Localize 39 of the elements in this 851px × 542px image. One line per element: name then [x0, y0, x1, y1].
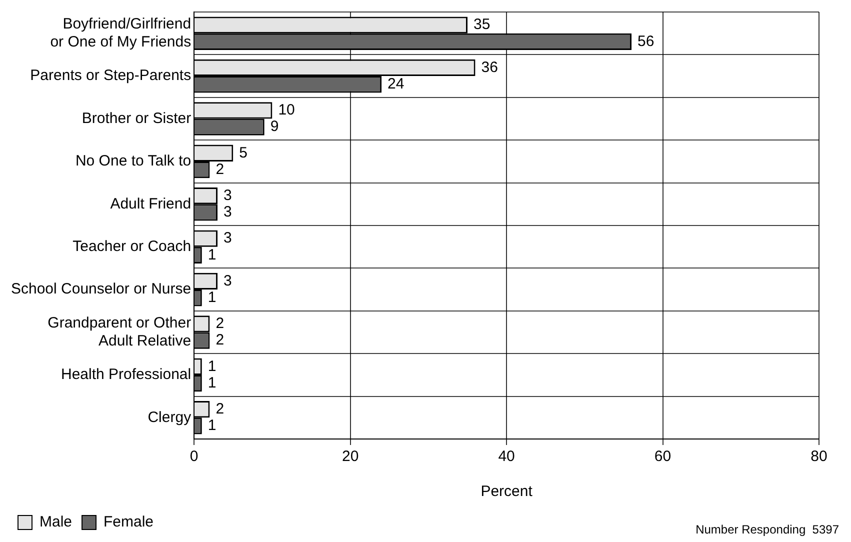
data-label: 2 [216, 315, 224, 332]
y-tick-label: Grandparent or Other Adult Relative [48, 314, 192, 350]
data-label: 2 [216, 332, 224, 349]
data-label: 1 [208, 289, 216, 306]
y-tick-label: School Counselor or Nurse [10, 280, 192, 298]
data-label: 2 [216, 400, 224, 418]
x-tick-label: 60 [654, 448, 672, 466]
data-label: 9 [270, 118, 279, 136]
x-tick-label: 80 [810, 448, 828, 466]
data-label: 3 [224, 230, 232, 247]
data-label: 1 [208, 417, 216, 434]
y-tick-label: Adult Friend [110, 195, 192, 212]
legend-label: Male [40, 514, 72, 531]
data-label: 1 [208, 358, 216, 375]
data-label: 35 [473, 16, 490, 34]
y-tick-label: Clergy [148, 408, 192, 426]
y-tick-label: Brother or Sister [82, 110, 192, 127]
data-label: 1 [208, 374, 216, 392]
x-tick-label: 20 [342, 448, 359, 466]
text: Number Responding 5397 [696, 522, 840, 536]
data-label: 2 [216, 160, 224, 178]
y-tick-label: Teacher or Coach [72, 238, 192, 255]
y-tick-label: No One to Talk to [75, 152, 192, 170]
data-label: 56 [638, 32, 654, 50]
y-tick-label: Parents or Step-Parents [30, 67, 192, 84]
y-tick-label: Boyfriend/Girlfriend or One of My Friends [50, 15, 192, 50]
data-label: 5 [239, 144, 248, 162]
data-label: 24 [388, 76, 404, 93]
data-label: 10 [278, 102, 295, 119]
data-label: 1 [208, 246, 216, 264]
y-tick-label: Health Professional [61, 366, 192, 384]
data-label: 3 [224, 204, 232, 221]
data-label: 3 [224, 272, 232, 290]
data-label: 36 [481, 58, 498, 76]
data-label: 3 [224, 186, 232, 204]
x-tick-label: 0 [190, 448, 198, 466]
legend-label: Female [104, 514, 154, 531]
x-axis-title: Percent [480, 483, 534, 500]
x-tick-label: 40 [498, 448, 515, 466]
